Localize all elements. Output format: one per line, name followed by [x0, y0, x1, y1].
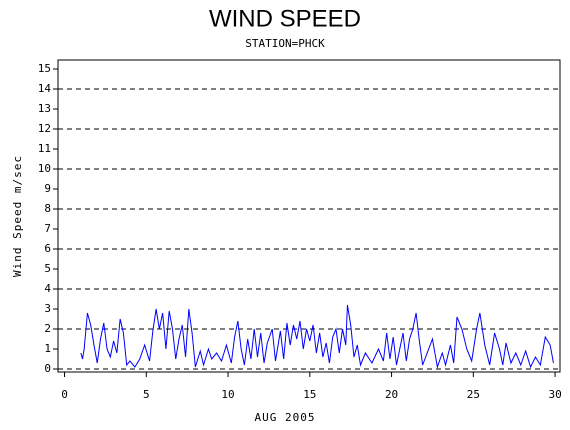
x-tick-label: 25: [467, 388, 480, 401]
y-tick-label: 4: [44, 282, 51, 295]
y-tick-label: 15: [38, 62, 51, 75]
y-tick-label: 9: [44, 182, 51, 195]
chart-title: WIND SPEED: [209, 5, 361, 32]
y-tick-label: 7: [44, 222, 51, 235]
x-tick-label: 5: [143, 388, 150, 401]
y-tick-label: 11: [38, 142, 51, 155]
y-tick-label: 3: [44, 302, 51, 315]
y-axis-label: Wind Speed m/sec: [11, 155, 24, 277]
series-line: [80, 304, 554, 369]
chart-subtitle: STATION=PHCK: [245, 37, 325, 50]
plot-frame: [57, 59, 561, 373]
y-tick-label: 13: [38, 102, 51, 115]
y-tick-label: 5: [44, 262, 51, 275]
x-axis-label: AUG 2005: [255, 411, 316, 424]
y-tick-label: 2: [44, 322, 51, 335]
y-tick-label: 12: [38, 122, 51, 135]
y-tick-label: 0: [44, 362, 51, 375]
x-tick-label: 0: [61, 388, 68, 401]
y-tick-label: 14: [38, 82, 52, 95]
y-tick-label: 8: [44, 202, 51, 215]
x-tick-label: 30: [548, 388, 561, 401]
x-tick-label: 20: [385, 388, 398, 401]
x-tick-label: 10: [221, 388, 234, 401]
y-tick-label: 1: [44, 342, 51, 355]
y-tick-label: 6: [44, 242, 51, 255]
y-tick-label: 10: [38, 162, 51, 175]
x-tick-label: 15: [303, 388, 316, 401]
